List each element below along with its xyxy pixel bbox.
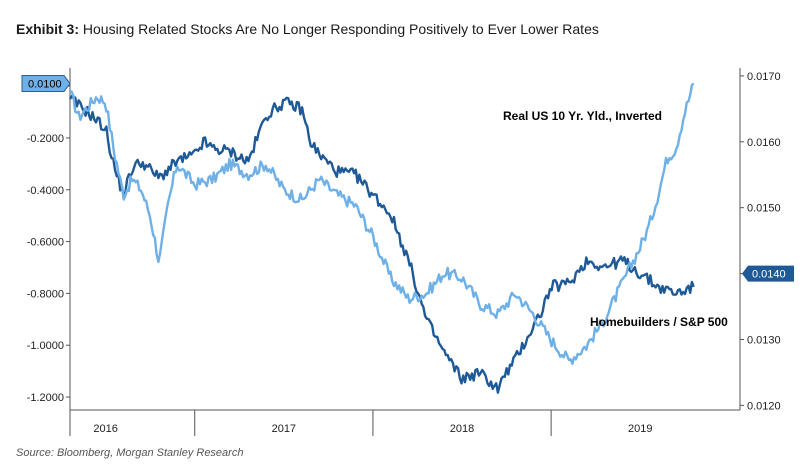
left-tick-label: -0.2000 [27,133,64,145]
x-tick-label: 2016 [93,423,117,435]
annotation-homebuilders: Homebuilders / S&P 500 [590,315,728,329]
left-value-tag [21,75,71,93]
left-tick-label: -0.6000 [27,237,64,249]
right-tick-label: 0.0120 [747,400,781,412]
right-tick-label: 0.0170 [747,71,781,83]
left-tick-label: -0.8000 [27,288,64,300]
homebuilders-line [68,95,695,394]
left-tick-label: -1.0000 [27,340,64,352]
left-value-tag-label: 0.0100 [28,79,62,91]
right-tick-label: 0.0160 [747,137,781,149]
exhibit-label: Exhibit 3: [16,21,80,37]
chart-title: Exhibit 3: Housing Related Stocks Are No… [16,21,599,37]
right-value-tag [742,265,794,282]
x-tick-label: 2019 [628,423,652,435]
annotation-real-yield: Real US 10 Yr. Yld., Inverted [503,109,662,123]
x-tick-label: 2017 [272,423,296,435]
title-text: Housing Related Stocks Are No Longer Res… [82,21,599,37]
left-tick-label: -0.4000 [27,185,64,197]
x-tick-label: 2018 [450,423,474,435]
source-note: Source: Bloomberg, Morgan Stanley Resear… [16,447,244,459]
right-tick-label: 0.0130 [747,334,781,346]
real-yield-line [69,82,695,365]
right-tick-label: 0.0150 [747,203,781,215]
right-value-tag-label: 0.0140 [752,269,786,281]
left-tick-label: -1.2000 [27,392,64,404]
